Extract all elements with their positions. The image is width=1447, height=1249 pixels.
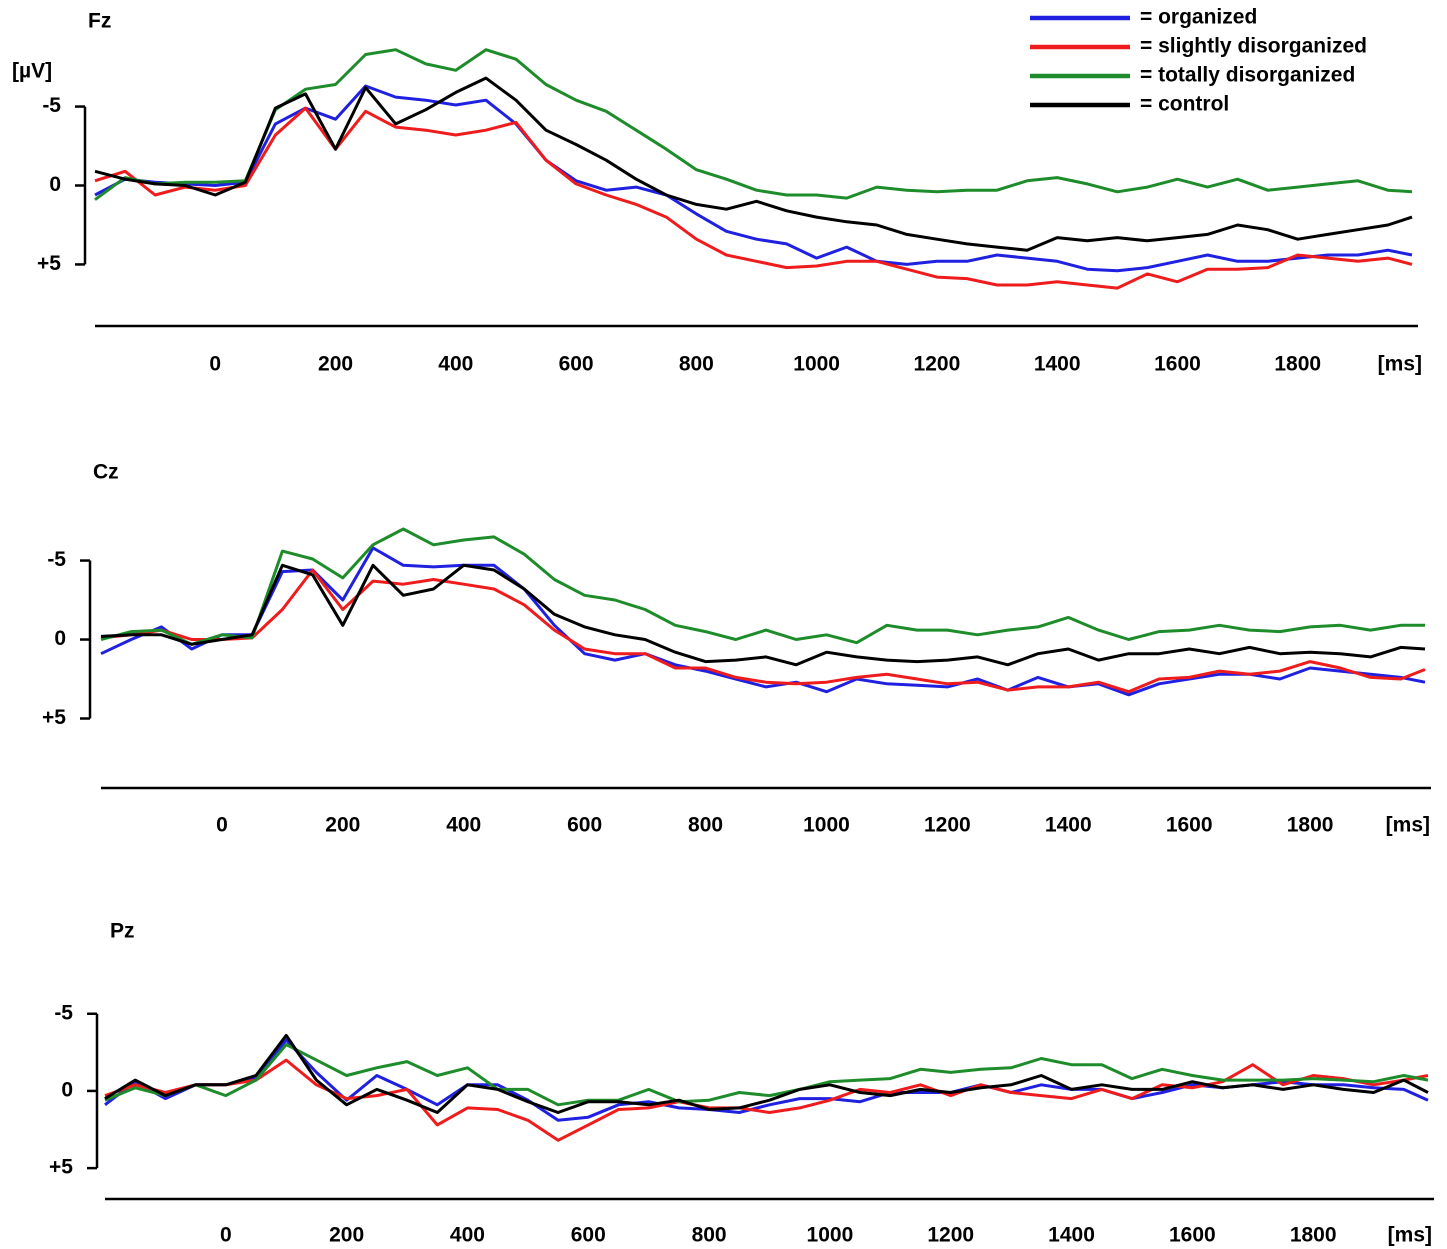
panel: Fz [µV] -5 0 +5 0 200 400 600 800 1000 1200 1400 1600… [12, 6, 1422, 376]
erp-line [100, 563, 1426, 667]
x-tick-label: 400 [450, 1224, 485, 1247]
x-tick-label: 0 [220, 1224, 232, 1247]
x-tick-label: 600 [559, 353, 594, 376]
x-tick-label: 1600 [1166, 814, 1213, 837]
panel: Pz -5 0 +5 0 200 400 600 800 1000 1200 1400 1600 1800… [49, 920, 1434, 1247]
x-tick-label: 1200 [927, 1224, 974, 1247]
panel-title: Cz [93, 461, 119, 484]
y-tick-label: -5 [42, 94, 61, 117]
panel: Cz -5 0 +5 0 200 400 600 800 1000 1200 1400 1600 1800… [42, 461, 1431, 837]
x-tick-label: 1800 [1287, 814, 1334, 837]
y-tick-label: +5 [37, 252, 61, 275]
erp-line [104, 1043, 1429, 1107]
x-tick-label: 1400 [1048, 1224, 1095, 1247]
x-axis-label: [ms] [1378, 353, 1422, 376]
x-tick-label: 1600 [1169, 1224, 1216, 1247]
panel-title: Pz [110, 920, 135, 943]
x-tick-label: 1400 [1045, 814, 1092, 837]
y-tick-label: +5 [49, 1156, 73, 1179]
y-tick-label: 0 [61, 1078, 73, 1101]
y-tick-label: -5 [54, 1001, 73, 1024]
erp-line [100, 546, 1426, 697]
legend-label: = control [1140, 93, 1229, 116]
x-tick-label: 1000 [803, 814, 850, 837]
x-tick-label: 0 [216, 814, 228, 837]
x-tick-label: 1200 [924, 814, 971, 837]
erp-line [94, 48, 1413, 201]
x-tick-label: 0 [209, 353, 221, 376]
x-axis-label: [ms] [1388, 1224, 1432, 1247]
x-tick-label: 800 [688, 814, 723, 837]
x-tick-label: 600 [567, 814, 602, 837]
panel-title: Fz [88, 10, 111, 33]
legend-label: = slightly disorganized [1140, 35, 1367, 58]
erp-line [100, 568, 1426, 694]
x-tick-label: 400 [446, 814, 481, 837]
x-tick-label: 200 [318, 353, 353, 376]
x-tick-label: 800 [679, 353, 714, 376]
x-tick-label: 1600 [1154, 353, 1201, 376]
y-tick-label: -5 [47, 548, 66, 571]
x-tick-label: 400 [438, 353, 473, 376]
x-tick-label: 1800 [1274, 353, 1321, 376]
y-tick-label: +5 [42, 706, 66, 729]
x-tick-label: 1400 [1034, 353, 1081, 376]
erp-line [94, 106, 1413, 290]
x-tick-label: 600 [571, 1224, 606, 1247]
erp-line [104, 1033, 1429, 1114]
x-tick-label: 200 [329, 1224, 364, 1247]
y-axis-label: [µV] [12, 60, 52, 83]
legend: = organized = slightly disorganized = tota… [1030, 6, 1367, 116]
x-tick-label: 1800 [1290, 1224, 1337, 1247]
x-tick-label: 800 [692, 1224, 727, 1247]
erp-line [94, 76, 1413, 252]
erp-line [100, 527, 1425, 646]
legend-label: = organized [1140, 6, 1257, 29]
y-tick-label: 0 [49, 173, 61, 196]
x-axis-label: [ms] [1386, 814, 1430, 837]
x-tick-label: 200 [325, 814, 360, 837]
legend-label: = totally disorganized [1140, 64, 1355, 87]
x-tick-label: 1000 [807, 1224, 854, 1247]
x-tick-label: 1000 [793, 353, 840, 376]
x-tick-label: 1200 [914, 353, 961, 376]
y-tick-label: 0 [54, 627, 66, 650]
